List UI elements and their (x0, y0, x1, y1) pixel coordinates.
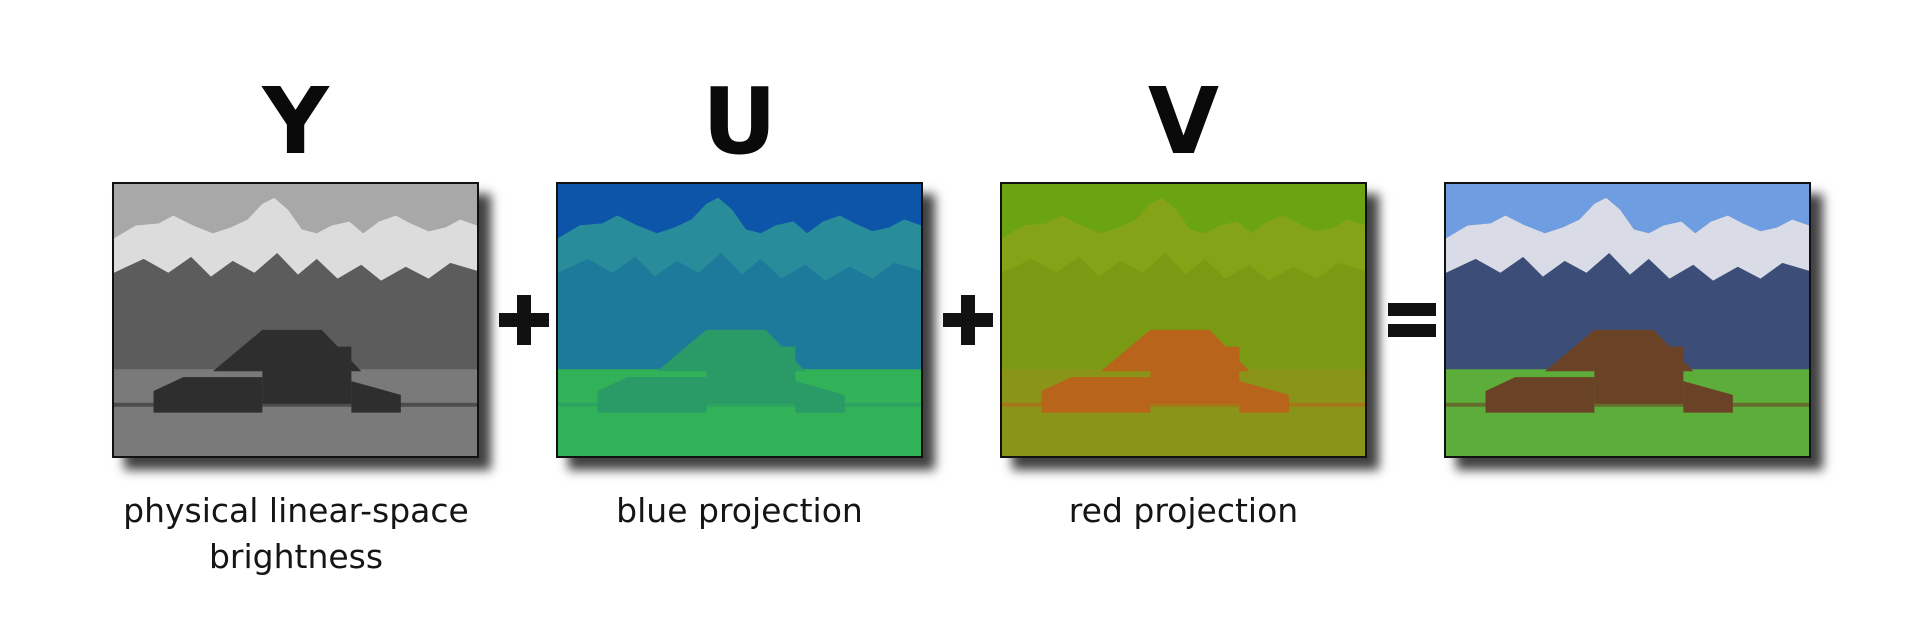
color-scene-graphic (1446, 184, 1809, 456)
caption-y-line-2: brightness (208, 537, 384, 576)
caption-v-line-1: red projection (1068, 491, 1299, 530)
fence-line (114, 402, 477, 407)
v-scene-graphic (1002, 184, 1365, 456)
v-chroma-image (1000, 182, 1367, 458)
caption-u-line-1: blue projection (616, 491, 863, 530)
caption-u: blue projection (556, 488, 923, 534)
snow-caps (558, 197, 921, 281)
barn-body (1150, 346, 1240, 404)
barn-body (706, 346, 796, 404)
caption-y-line-1: physical linear-space (123, 491, 469, 530)
barn-body (262, 346, 352, 404)
letter-v: V (1147, 68, 1220, 175)
y-luminance-image (112, 182, 479, 458)
barn-body (1594, 346, 1684, 404)
equals-operator-icon (1382, 285, 1442, 355)
letter-u: U (702, 68, 777, 175)
u-scene-graphic (558, 184, 921, 456)
plus-operator-icon (494, 285, 554, 355)
letter-y: Y (262, 68, 329, 175)
fence-line (558, 402, 921, 407)
full-color-image (1444, 182, 1811, 458)
snow-caps (1002, 197, 1365, 281)
y-scene-graphic (114, 184, 477, 456)
snow-caps (1446, 197, 1809, 281)
caption-v: red projection (1000, 488, 1367, 534)
snow-caps (114, 197, 477, 281)
fence-line (1002, 402, 1365, 407)
fence-line (1446, 402, 1809, 407)
plus-operator-icon (938, 285, 998, 355)
caption-y: physical linear-space brightness (96, 488, 496, 580)
u-chroma-image (556, 182, 923, 458)
